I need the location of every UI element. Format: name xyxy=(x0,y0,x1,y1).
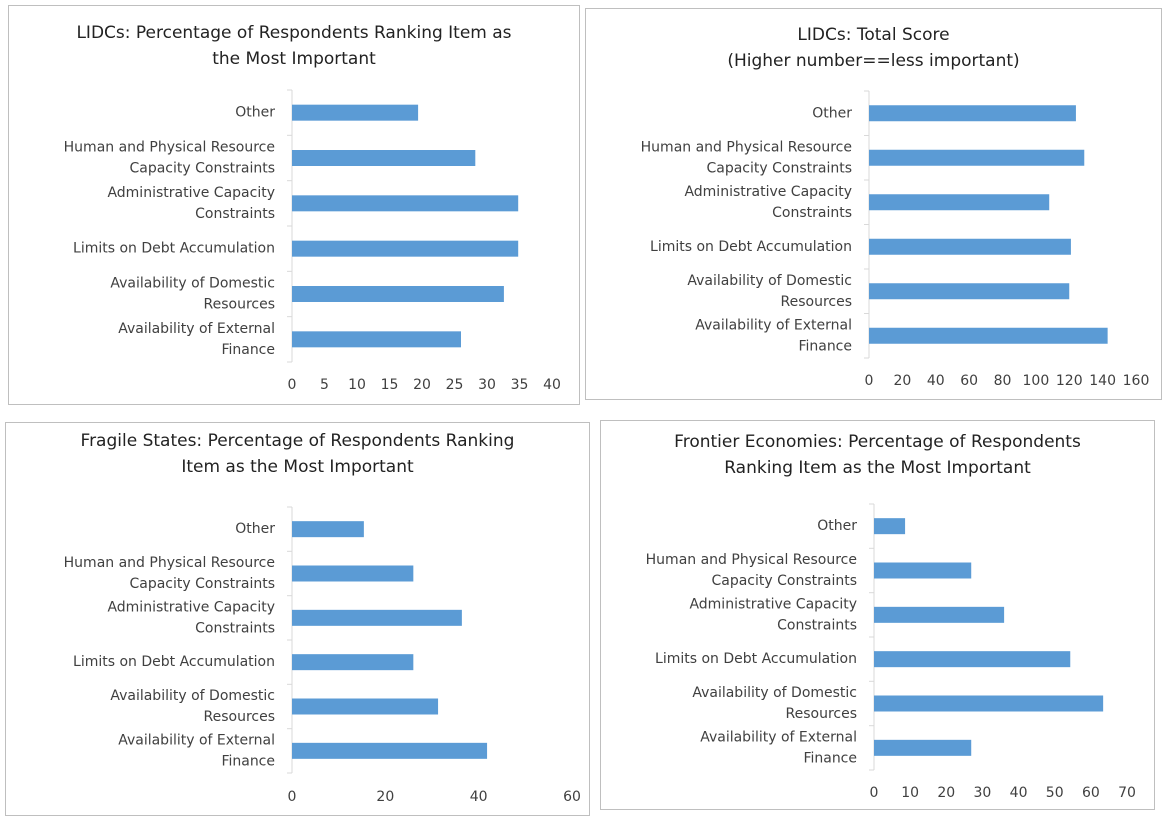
category-label: Limits on Debt Accumulation xyxy=(73,241,275,257)
category-label: Other xyxy=(812,105,852,121)
chart-panel xyxy=(8,5,580,405)
bar xyxy=(292,331,461,348)
x-tick-label: 35 xyxy=(511,377,529,393)
category-label: Availability of External Finance xyxy=(700,729,857,766)
category-label: Availability of Domestic Resources xyxy=(692,685,857,722)
x-tick-label: 0 xyxy=(865,373,874,389)
x-tick-label: 20 xyxy=(893,373,911,389)
x-tick-label: 30 xyxy=(478,377,496,393)
bar xyxy=(874,562,972,579)
x-tick-label: 120 xyxy=(1056,373,1083,389)
chart-panel xyxy=(585,8,1162,400)
bar xyxy=(292,286,504,302)
x-tick-label: 80 xyxy=(994,373,1012,389)
x-tick-label: 70 xyxy=(1118,785,1136,801)
bar xyxy=(869,283,1070,300)
x-tick-label: 25 xyxy=(446,377,464,393)
x-tick-label: 140 xyxy=(1089,373,1116,389)
x-tick-label: 10 xyxy=(901,785,919,801)
category-label: Other xyxy=(235,105,275,121)
x-tick-label: 60 xyxy=(960,373,978,389)
x-tick-label: 60 xyxy=(1082,785,1100,801)
category-label: Administrative Capacity Constraints xyxy=(689,596,857,633)
bar xyxy=(874,606,1005,623)
category-label: Limits on Debt Accumulation xyxy=(650,239,852,255)
bar xyxy=(292,521,364,538)
category-label: Other xyxy=(235,521,275,537)
category-label: Human and Physical Resource Capacity Cons… xyxy=(64,140,275,177)
category-label: Availability of Domestic Resources xyxy=(110,688,275,725)
bar xyxy=(292,150,476,166)
bar xyxy=(869,194,1050,211)
x-tick-label: 0 xyxy=(288,377,297,393)
bar xyxy=(869,105,1076,122)
chart-panel xyxy=(600,420,1155,810)
category-label: Human and Physical Resource Capacity Cons… xyxy=(641,139,852,176)
category-label: Availability of External Finance xyxy=(118,732,275,769)
category-label: Availability of Domestic Resources xyxy=(110,276,275,313)
x-tick-label: 15 xyxy=(381,377,399,393)
bar xyxy=(292,609,462,626)
chart-title: Fragile States: Percentage of Respondent… xyxy=(81,431,515,477)
bar xyxy=(874,739,972,756)
bar xyxy=(874,518,906,535)
x-tick-label: 100 xyxy=(1023,373,1050,389)
x-tick-label: 40 xyxy=(543,377,561,393)
x-tick-label: 60 xyxy=(563,789,581,805)
category-label: Administrative Capacity Constraints xyxy=(684,184,852,221)
category-label: Other xyxy=(817,518,857,534)
x-tick-label: 0 xyxy=(288,789,297,805)
bar xyxy=(292,565,414,582)
chart-title: LIDCs: Percentage of Respondents Ranking… xyxy=(76,23,511,69)
x-tick-label: 40 xyxy=(470,789,488,805)
category-label: Limits on Debt Accumulation xyxy=(655,651,857,667)
x-tick-label: 40 xyxy=(1010,785,1028,801)
x-tick-label: 40 xyxy=(927,373,945,389)
x-tick-label: 20 xyxy=(376,789,394,805)
bar xyxy=(292,742,488,759)
bar xyxy=(292,698,439,715)
category-label: Availability of External Finance xyxy=(118,321,275,358)
bar xyxy=(869,238,1071,255)
bar xyxy=(869,149,1085,166)
x-tick-label: 20 xyxy=(413,377,431,393)
bar xyxy=(869,327,1108,344)
bar xyxy=(292,104,419,121)
x-tick-label: 160 xyxy=(1123,373,1150,389)
bar xyxy=(874,695,1104,712)
chart-subtitle: (Higher number==less important) xyxy=(727,51,1019,71)
x-tick-label: 5 xyxy=(320,377,329,393)
category-label: Human and Physical Resource Capacity Cons… xyxy=(64,555,275,592)
x-tick-label: 0 xyxy=(870,785,879,801)
bar xyxy=(292,195,519,212)
bar xyxy=(292,240,519,257)
x-tick-label: 20 xyxy=(937,785,955,801)
category-label: Availability of External Finance xyxy=(695,317,852,354)
category-label: Administrative Capacity Constraints xyxy=(107,185,275,222)
bar xyxy=(874,651,1071,668)
x-tick-label: 10 xyxy=(348,377,366,393)
x-tick-label: 50 xyxy=(1046,785,1064,801)
x-tick-label: 30 xyxy=(974,785,992,801)
chart-title: LIDCs: Total Score xyxy=(797,25,949,45)
bar xyxy=(292,654,414,671)
category-label: Limits on Debt Accumulation xyxy=(73,654,275,670)
category-label: Availability of Domestic Resources xyxy=(687,273,852,310)
chart-title: Frontier Economies: Percentage of Respon… xyxy=(674,432,1081,478)
category-label: Administrative Capacity Constraints xyxy=(107,599,275,636)
category-label: Human and Physical Resource Capacity Cons… xyxy=(646,552,857,589)
